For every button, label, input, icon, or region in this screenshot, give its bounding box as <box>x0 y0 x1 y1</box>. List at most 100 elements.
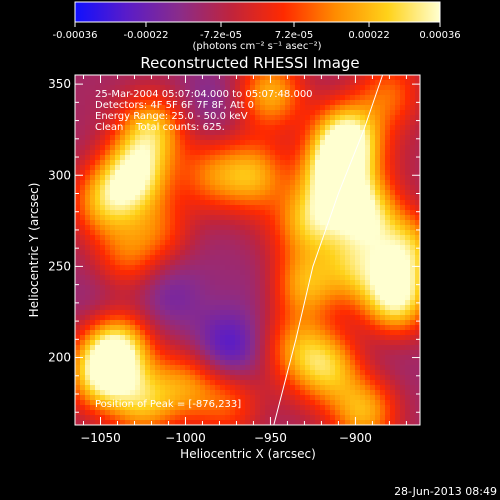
heatmap-cell <box>145 135 151 141</box>
heatmap-cell <box>285 315 291 321</box>
heatmap-cell <box>90 75 96 81</box>
heatmap-cell <box>290 410 296 416</box>
heatmap-cell <box>145 260 151 266</box>
heatmap-cell <box>360 90 366 96</box>
heatmap-cell <box>375 210 381 216</box>
heatmap-cell <box>415 170 420 176</box>
heatmap-cell <box>185 250 191 256</box>
heatmap-cell <box>330 190 336 196</box>
heatmap-cell <box>340 285 346 291</box>
heatmap-cell <box>100 385 106 391</box>
heatmap-cell <box>250 295 256 301</box>
heatmap-cell <box>185 395 191 401</box>
heatmap-cell <box>270 245 276 251</box>
heatmap-cell <box>335 185 341 191</box>
heatmap-cell <box>245 335 251 341</box>
heatmap-cell <box>280 105 286 111</box>
heatmap-cell <box>205 130 211 136</box>
heatmap-cell <box>190 150 196 156</box>
heatmap-cell <box>235 155 241 161</box>
heatmap-cell <box>75 255 81 261</box>
heatmap-cell <box>115 175 121 181</box>
heatmap-cell <box>110 75 116 81</box>
heatmap-cell <box>220 130 226 136</box>
heatmap-cell <box>365 385 371 391</box>
heatmap-cell <box>370 290 376 296</box>
heatmap-cell <box>135 265 141 271</box>
heatmap-cell <box>210 240 216 246</box>
heatmap-cell <box>295 170 301 176</box>
heatmap-cell <box>90 280 96 286</box>
heatmap-cell <box>235 240 241 246</box>
heatmap-cell <box>415 155 420 161</box>
heatmap-cell <box>150 420 156 425</box>
heatmap-cell <box>195 405 201 411</box>
heatmap-cell <box>125 365 131 371</box>
heatmap-cell <box>85 145 91 151</box>
heatmap-cell <box>415 120 420 126</box>
heatmap-cell <box>75 155 81 161</box>
heatmap-cell <box>400 90 406 96</box>
heatmap-cell <box>405 215 411 221</box>
heatmap-cell <box>305 145 311 151</box>
heatmap-cell <box>380 335 386 341</box>
heatmap-cell <box>270 375 276 381</box>
heatmap-cell <box>165 405 171 411</box>
heatmap-cell <box>185 325 191 331</box>
heatmap-cell <box>75 400 81 406</box>
heatmap-cell <box>130 140 136 146</box>
heatmap-cell <box>165 370 171 376</box>
heatmap-cell <box>230 360 236 366</box>
heatmap-cell <box>110 340 116 346</box>
heatmap-cell <box>385 185 391 191</box>
heatmap-cell <box>115 350 121 356</box>
heatmap-cell <box>170 270 176 276</box>
heatmap-cell <box>270 395 276 401</box>
heatmap-cell <box>250 155 256 161</box>
heatmap-cell <box>195 150 201 156</box>
heatmap-cell <box>300 145 306 151</box>
heatmap-cell <box>110 410 116 416</box>
heatmap-cell <box>75 205 81 211</box>
heatmap-cell <box>300 350 306 356</box>
heatmap-cell <box>105 180 111 186</box>
heatmap-cell <box>390 235 396 241</box>
heatmap-cell <box>415 340 420 346</box>
heatmap-cell <box>245 140 251 146</box>
heatmap-cell <box>335 420 341 425</box>
heatmap-cell <box>190 155 196 161</box>
heatmap-cell <box>295 125 301 131</box>
heatmap-cell <box>190 360 196 366</box>
heatmap-cell <box>235 165 241 171</box>
heatmap-cell <box>205 345 211 351</box>
heatmap-cell <box>285 405 291 411</box>
heatmap-cell <box>200 215 206 221</box>
heatmap-cell <box>405 300 411 306</box>
heatmap-cell <box>230 260 236 266</box>
heatmap-cell <box>375 195 381 201</box>
heatmap-cell <box>365 85 371 91</box>
heatmap-cell <box>320 175 326 181</box>
info-energy-range: Energy Range: 25.0 - 50.0 keV <box>95 111 248 122</box>
heatmap-cell <box>135 245 141 251</box>
heatmap-cell <box>355 415 361 421</box>
heatmap-cell <box>180 160 186 166</box>
heatmap-cell <box>405 100 411 106</box>
heatmap-cell <box>410 115 416 121</box>
heatmap-cell <box>295 90 301 96</box>
heatmap-cell <box>125 325 131 331</box>
heatmap-cell <box>215 285 221 291</box>
heatmap-cell <box>205 215 211 221</box>
heatmap-cell <box>100 390 106 396</box>
heatmap-cell <box>145 75 151 81</box>
heatmap-cell <box>345 75 351 81</box>
heatmap-cell <box>115 415 121 421</box>
heatmap-cell <box>270 415 276 421</box>
heatmap-cell <box>145 415 151 421</box>
heatmap-cell <box>75 380 81 386</box>
heatmap-cell <box>165 305 171 311</box>
heatmap-cell <box>110 330 116 336</box>
heatmap-cell <box>135 190 141 196</box>
heatmap-cell <box>185 200 191 206</box>
heatmap-cell <box>350 395 356 401</box>
